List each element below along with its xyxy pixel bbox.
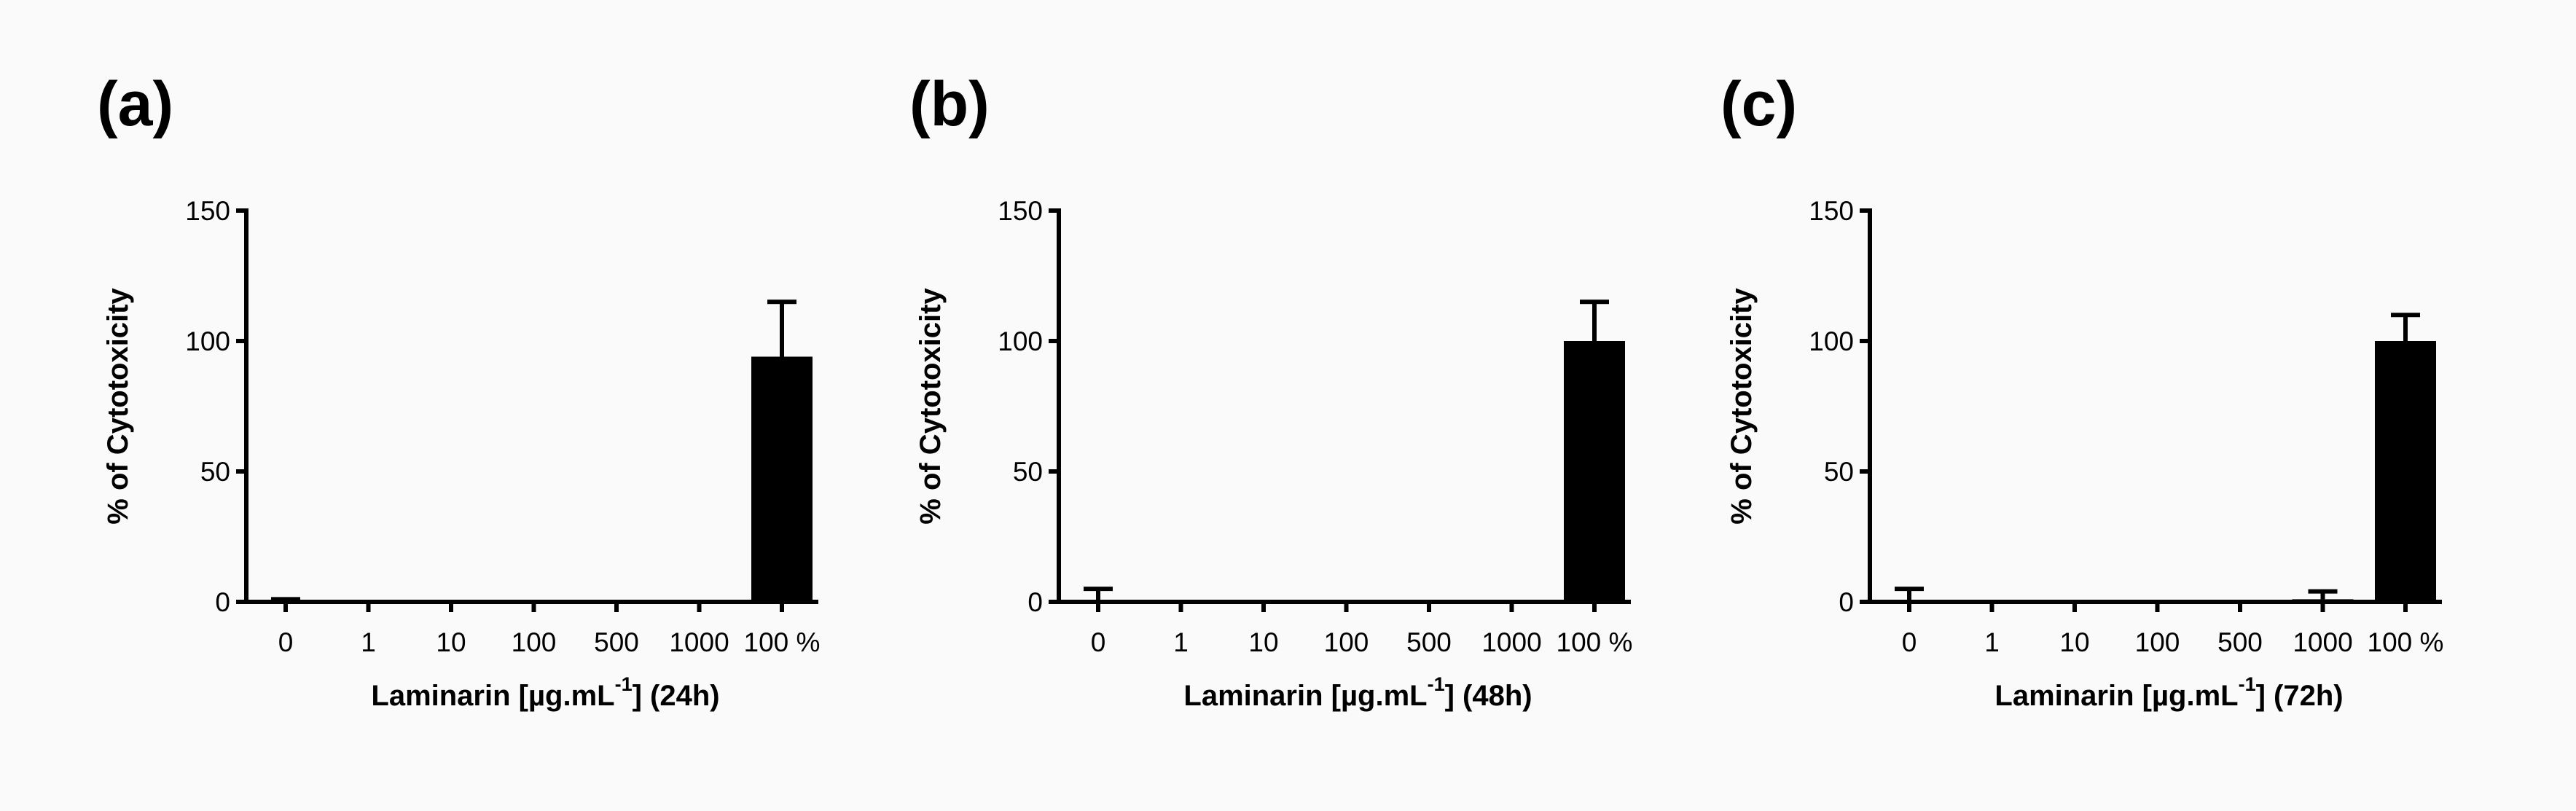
x-tick-label: 100 [512, 627, 557, 657]
bar [751, 356, 813, 602]
x-axis-title: Laminarin [µg.mL-1] (24h) [371, 673, 719, 712]
x-tick-label: 1 [361, 627, 376, 657]
x-tick-label: 1 [1984, 627, 2000, 657]
chart-panel-c: (c) 0 50 100 150 0 1 10 100 500 1000 100 % % of Cyto… [1720, 69, 2443, 712]
x-tick-label: 10 [2059, 627, 2089, 657]
y-tick-label: 50 [1013, 457, 1043, 487]
y-axis-title: % of Cytotoxicity [1726, 288, 1758, 525]
x-axis-title-main: Laminarin [µg.mL [1183, 680, 1427, 712]
bar [1564, 341, 1625, 602]
x-tick-label: 500 [1406, 627, 1452, 657]
x-tick-label: 0 [1091, 627, 1106, 657]
y-tick-label: 150 [185, 196, 230, 226]
x-tick-label: 100 % [1557, 627, 1633, 657]
bar [2292, 599, 2354, 602]
x-axis-title: Laminarin [µg.mL-1] (48h) [1183, 673, 1532, 712]
x-axis-title-superscript: -1 [1428, 673, 1445, 695]
y-tick-label: 0 [1027, 587, 1043, 617]
bar [2375, 341, 2436, 602]
x-axis-title-main: Laminarin [µg.mL [1994, 680, 2238, 712]
panel-label: (b) [909, 69, 990, 139]
x-tick-label: 100 % [744, 627, 821, 657]
x-tick-label: 10 [1248, 627, 1278, 657]
chart-panel-b: (b) 0 50 100 150 0 1 10 100 500 1000 100 % % of Cyto… [909, 69, 1632, 712]
y-tick-label: 150 [998, 196, 1043, 226]
x-tick-label: 100 % [2368, 627, 2444, 657]
x-axis-title-tail: ] (48h) [1445, 680, 1532, 712]
x-axis-title-tail: ] (72h) [2256, 680, 2344, 712]
y-tick-label: 150 [1809, 196, 1854, 226]
x-tick-label: 1000 [669, 627, 729, 657]
x-axis-title: Laminarin [µg.mL-1] (72h) [1994, 673, 2343, 712]
x-axis-title-tail: ] (24h) [633, 680, 720, 712]
y-tick-label: 100 [998, 326, 1043, 356]
y-tick-label: 0 [1839, 587, 1854, 617]
x-tick-label: 100 [2135, 627, 2180, 657]
x-tick-label: 0 [1902, 627, 1917, 657]
x-tick-label: 100 [1324, 627, 1369, 657]
x-tick-label: 500 [594, 627, 639, 657]
chart-panel-a: (a) 0 50 100 150 0 1 10 100 500 1000 100 % % of Cyto… [97, 69, 820, 712]
y-axis-title: % of Cytotoxicity [915, 288, 947, 525]
y-tick-label: 50 [1824, 457, 1854, 487]
panel-label: (a) [97, 69, 173, 139]
x-tick-label: 1000 [2293, 627, 2352, 657]
x-tick-label: 0 [278, 627, 294, 657]
x-axis-title-main: Laminarin [µg.mL [371, 680, 614, 712]
x-tick-label: 1 [1173, 627, 1189, 657]
x-axis-title-superscript: -1 [2239, 673, 2256, 695]
x-tick-label: 500 [2217, 627, 2263, 657]
y-tick-label: 100 [1809, 326, 1854, 356]
y-tick-label: 50 [200, 457, 230, 487]
x-tick-label: 10 [436, 627, 466, 657]
panel-label: (c) [1720, 69, 1797, 139]
x-tick-label: 1000 [1481, 627, 1541, 657]
x-axis-title-superscript: -1 [615, 673, 633, 695]
y-tick-label: 100 [185, 326, 230, 356]
y-axis-title: % of Cytotoxicity [102, 288, 134, 525]
y-tick-label: 0 [215, 587, 230, 617]
